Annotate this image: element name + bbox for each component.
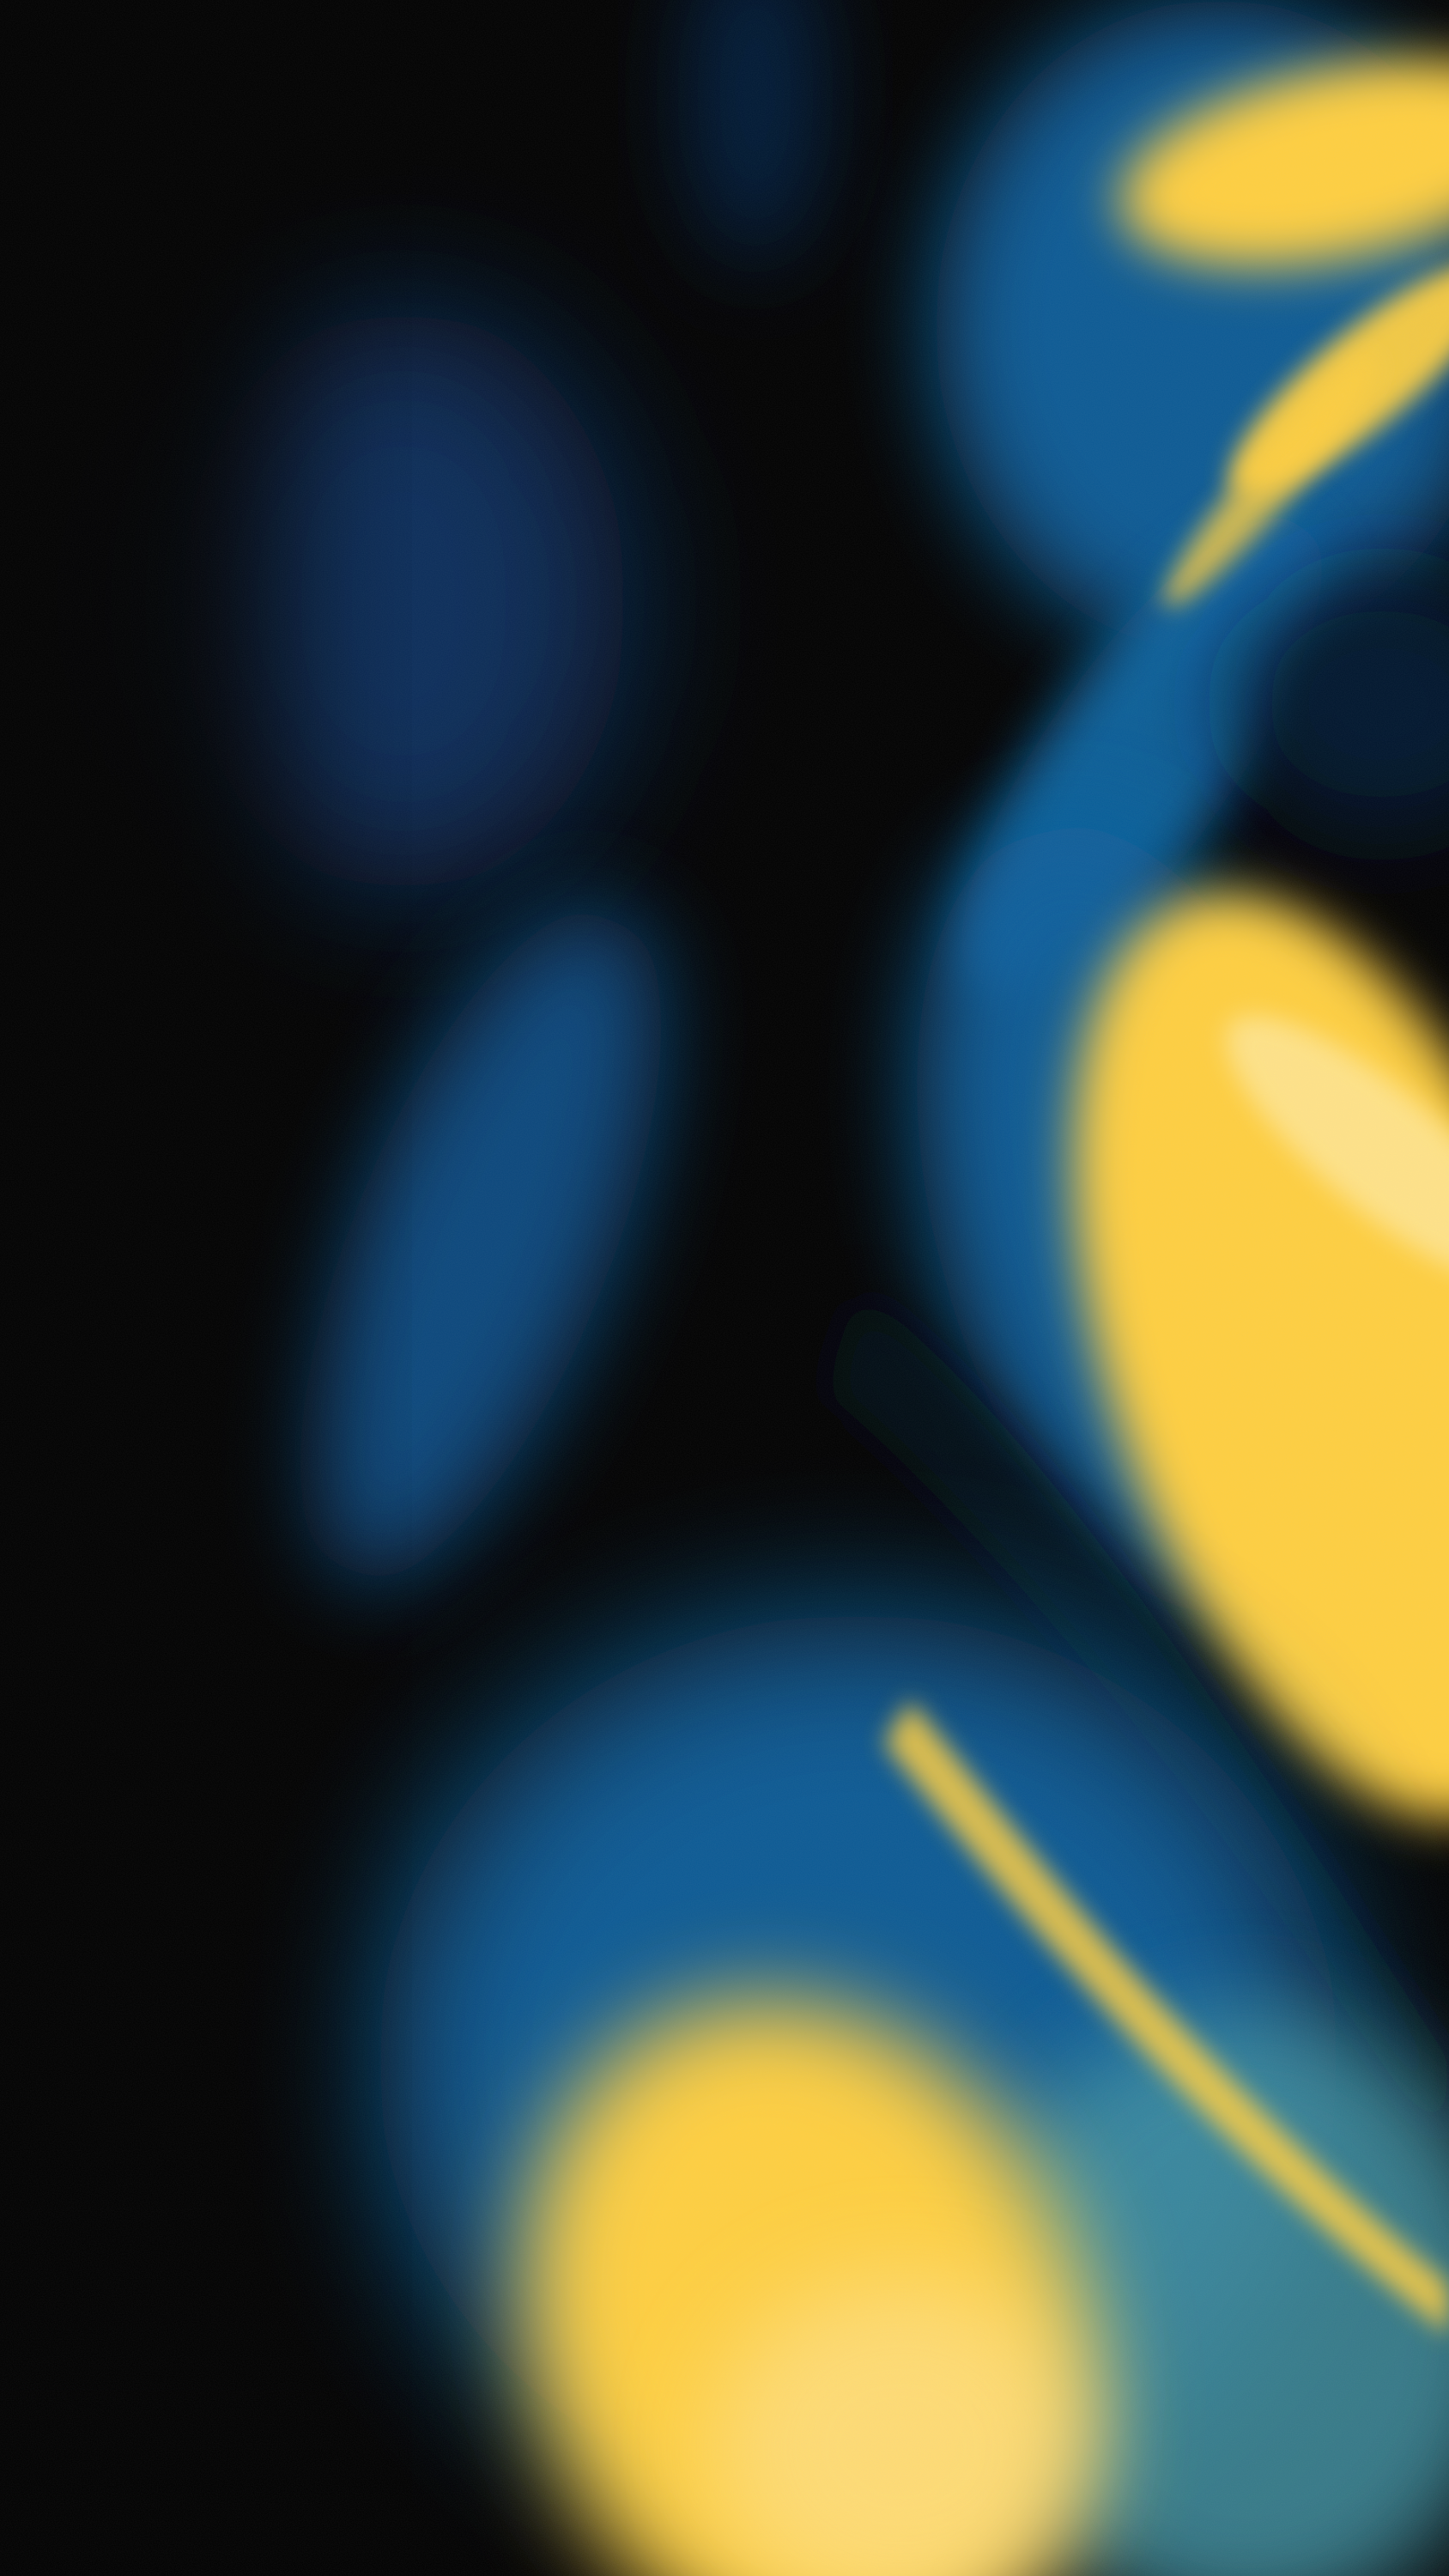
film-grain-overlay [0,0,1449,2576]
wallpaper-canvas [0,0,1449,2576]
abstract-blue-yellow-flow [0,0,1449,2576]
